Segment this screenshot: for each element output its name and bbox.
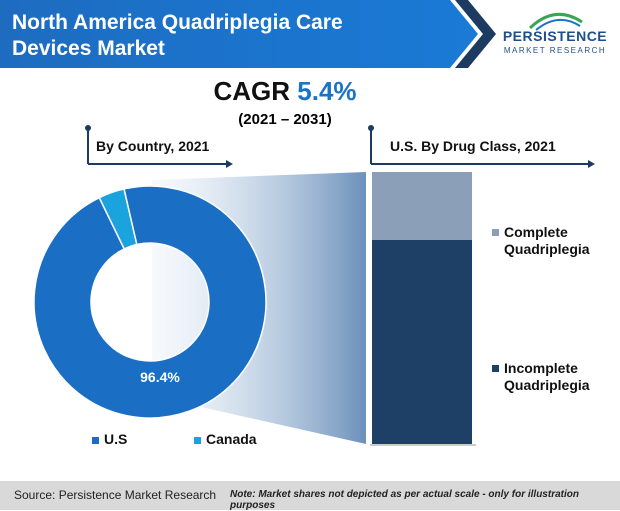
persistence-logo: PERSISTENCE MARKET RESEARCH bbox=[500, 8, 610, 68]
chart-title-by-drug-class: U.S. By Drug Class, 2021 bbox=[390, 138, 556, 154]
legend-item-canada: Canada bbox=[194, 431, 257, 447]
logo-swoosh-icon bbox=[528, 12, 583, 31]
chart-title-by-country: By Country, 2021 bbox=[96, 138, 210, 154]
logo-word: PERSISTENCE bbox=[502, 28, 608, 44]
legend-label-canada: Canada bbox=[206, 431, 257, 447]
legend-item-us: U.S bbox=[92, 431, 127, 447]
cagr-label: CAGR bbox=[213, 76, 291, 106]
cagr-value: 5.4% bbox=[297, 76, 357, 106]
donut-slice-canada bbox=[98, 188, 138, 250]
title-line-2: Devices Market bbox=[12, 37, 165, 60]
legend-swatch-complete bbox=[492, 229, 499, 236]
footer-note: Note: Market shares not depicted as per … bbox=[230, 489, 579, 511]
page-title: North America Quadriplegia Care Devices … bbox=[12, 10, 432, 62]
footer-bar: Source: Persistence Market Research Note… bbox=[0, 481, 620, 511]
legend-item-complete: Complete Quadriplegia bbox=[492, 224, 612, 258]
legend-label-complete: Complete Quadriplegia bbox=[504, 224, 590, 257]
title-line-1: North America Quadriplegia Care bbox=[12, 11, 343, 34]
legend-label-incomplete: Incomplete Quadriplegia bbox=[504, 360, 590, 393]
country-header-arrow bbox=[226, 160, 233, 168]
bar-segment-incomplete-quadriplegia bbox=[372, 240, 472, 444]
cagr-headline: CAGR 5.4% bbox=[160, 76, 410, 107]
country-header-bracket bbox=[87, 128, 228, 165]
legend-label-us: U.S bbox=[104, 431, 128, 447]
drugclass-header-bracket bbox=[370, 128, 590, 165]
footer-source: Source: Persistence Market Research bbox=[14, 488, 217, 502]
forecast-period: (2021 – 2031) bbox=[238, 111, 332, 128]
country-header-dot bbox=[85, 125, 91, 131]
legend-swatch-canada bbox=[194, 436, 201, 444]
legend-swatch-us bbox=[92, 436, 99, 444]
drugclass-header-dot bbox=[368, 125, 374, 131]
title-banner-shape bbox=[0, 0, 478, 68]
country-donut-chart bbox=[33, 185, 267, 419]
donut-slice-us bbox=[33, 185, 267, 419]
drugclass-stacked-bar bbox=[372, 172, 472, 444]
bar-segment-complete-quadriplegia bbox=[372, 172, 472, 240]
title-banner-stripe bbox=[455, 0, 496, 68]
drugclass-header-arrow bbox=[588, 160, 595, 168]
legend-swatch-incomplete bbox=[492, 365, 499, 372]
legend-item-incomplete: Incomplete Quadriplegia bbox=[492, 360, 612, 394]
logo-subtitle: MARKET RESEARCH bbox=[503, 46, 607, 55]
donut-data-label-us: 96.4% bbox=[140, 369, 180, 385]
